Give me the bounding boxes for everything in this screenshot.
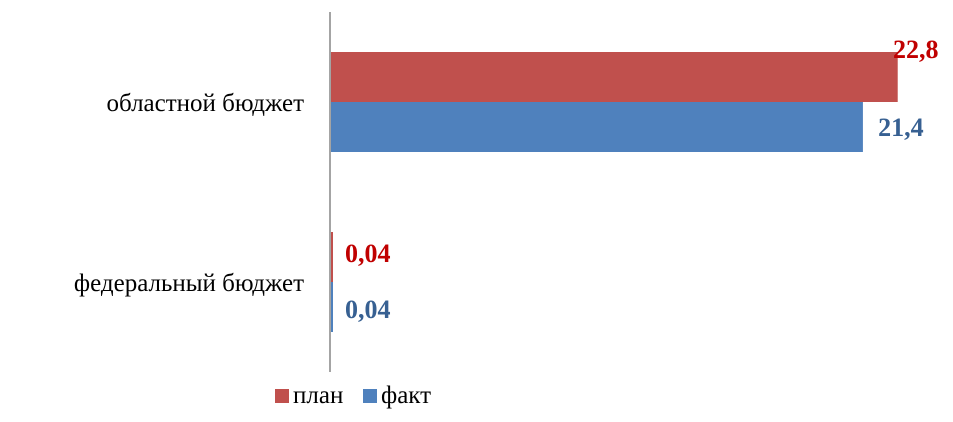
data-label: 0,04 (345, 295, 391, 324)
labels-layer: областной бюджет 22,8 21,4 федеральный бюдж… (74, 35, 939, 324)
bar-plan (331, 232, 333, 282)
bars-layer (331, 52, 898, 332)
data-label: 22,8 (893, 35, 939, 64)
legend-swatch (363, 389, 377, 403)
category-label: федеральный бюджет (74, 270, 304, 297)
legend-label: факт (381, 382, 431, 409)
data-label: 0,04 (345, 239, 391, 268)
bar-fact (331, 282, 333, 332)
category-label: областной бюджет (106, 90, 304, 117)
legend-label: план (293, 382, 343, 409)
bar-plan (331, 52, 898, 102)
bar-fact (331, 102, 863, 152)
legend: план факт (275, 382, 431, 409)
legend-swatch (275, 389, 289, 403)
data-label: 21,4 (878, 113, 924, 142)
